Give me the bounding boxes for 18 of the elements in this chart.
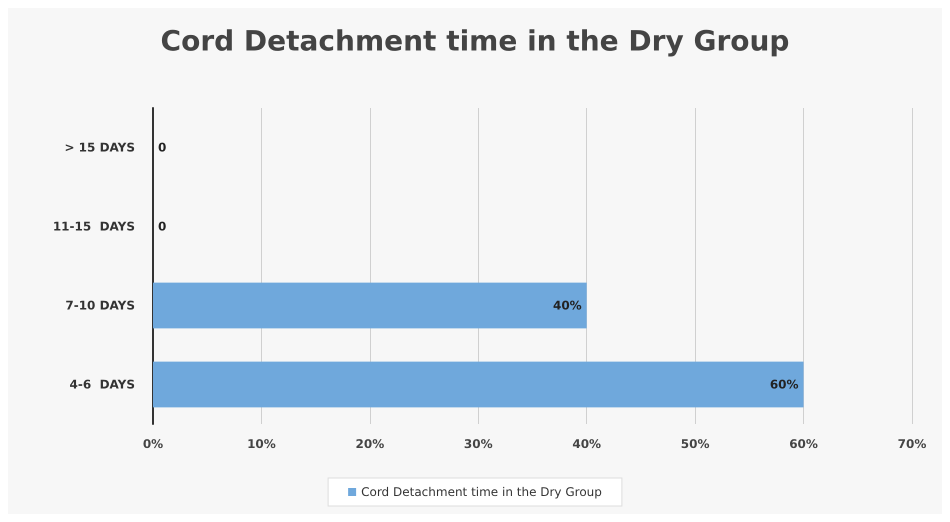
data-label: 40% <box>552 298 582 312</box>
y-tick-label: 11-15 DAYS <box>52 220 135 234</box>
x-tick-label: 40% <box>572 437 602 451</box>
legend-label: Cord Detachment time in the Dry Group <box>361 485 602 499</box>
data-label: 0 <box>158 140 166 154</box>
x-tick-label: 10% <box>247 437 276 451</box>
x-tick-label: 20% <box>355 437 384 451</box>
x-tick-label: 70% <box>898 437 926 451</box>
data-label: 0 <box>158 220 166 234</box>
x-tick-label: 50% <box>680 437 710 451</box>
x-tick-label: 60% <box>789 437 818 451</box>
x-tick-label: 0% <box>142 437 164 451</box>
data-label: 60% <box>770 378 799 392</box>
chart-title: Cord Detachment time in the Dry Group <box>160 24 790 58</box>
y-tick-label: > 15 DAYS <box>64 140 135 154</box>
y-tick-label: 7-10 DAYS <box>65 298 135 312</box>
y-tick-label: 4-6 DAYS <box>70 378 135 392</box>
x-tick-label: 30% <box>464 437 493 451</box>
